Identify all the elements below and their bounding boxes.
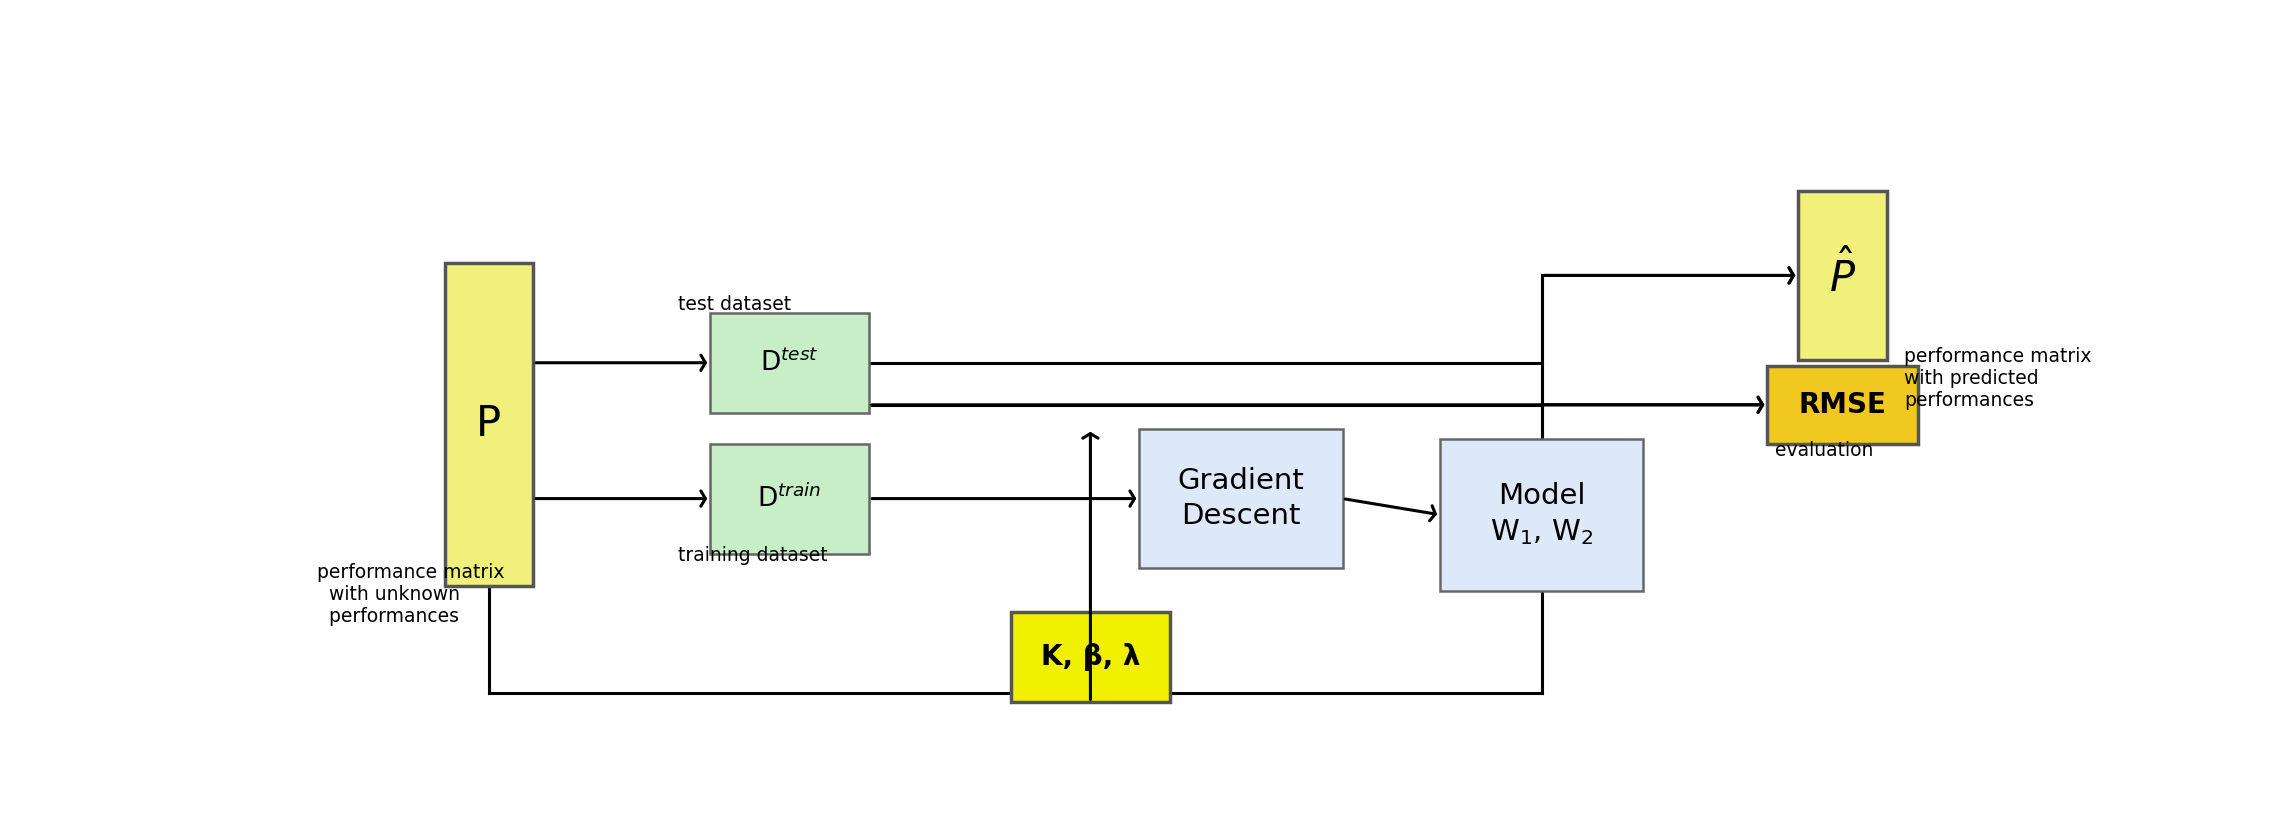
Text: evaluation: evaluation (1776, 441, 1874, 459)
Text: training dataset: training dataset (678, 546, 829, 565)
Text: P: P (477, 403, 502, 445)
FancyBboxPatch shape (1767, 366, 1918, 444)
FancyBboxPatch shape (1011, 612, 1171, 702)
FancyBboxPatch shape (445, 262, 534, 586)
Text: Gradient
Descent: Gradient Descent (1178, 467, 1304, 530)
FancyBboxPatch shape (1441, 438, 1644, 591)
Text: performance matrix
with predicted
performances: performance matrix with predicted perfor… (1904, 347, 2091, 410)
FancyBboxPatch shape (1799, 192, 1886, 360)
Text: Model
W$_1$, W$_2$: Model W$_1$, W$_2$ (1491, 482, 1594, 547)
Text: test dataset: test dataset (678, 295, 792, 314)
Text: RMSE: RMSE (1799, 391, 1886, 419)
FancyBboxPatch shape (710, 312, 870, 413)
Text: performance matrix
  with unknown
  performances: performance matrix with unknown performa… (317, 564, 505, 627)
FancyBboxPatch shape (1139, 429, 1342, 568)
Text: D$^{test}$: D$^{test}$ (760, 349, 820, 376)
Text: K, β, λ: K, β, λ (1041, 643, 1139, 671)
Text: D$^{train}$: D$^{train}$ (758, 485, 822, 513)
FancyBboxPatch shape (710, 444, 870, 554)
Text: $\hat{P}$: $\hat{P}$ (1829, 250, 1856, 301)
